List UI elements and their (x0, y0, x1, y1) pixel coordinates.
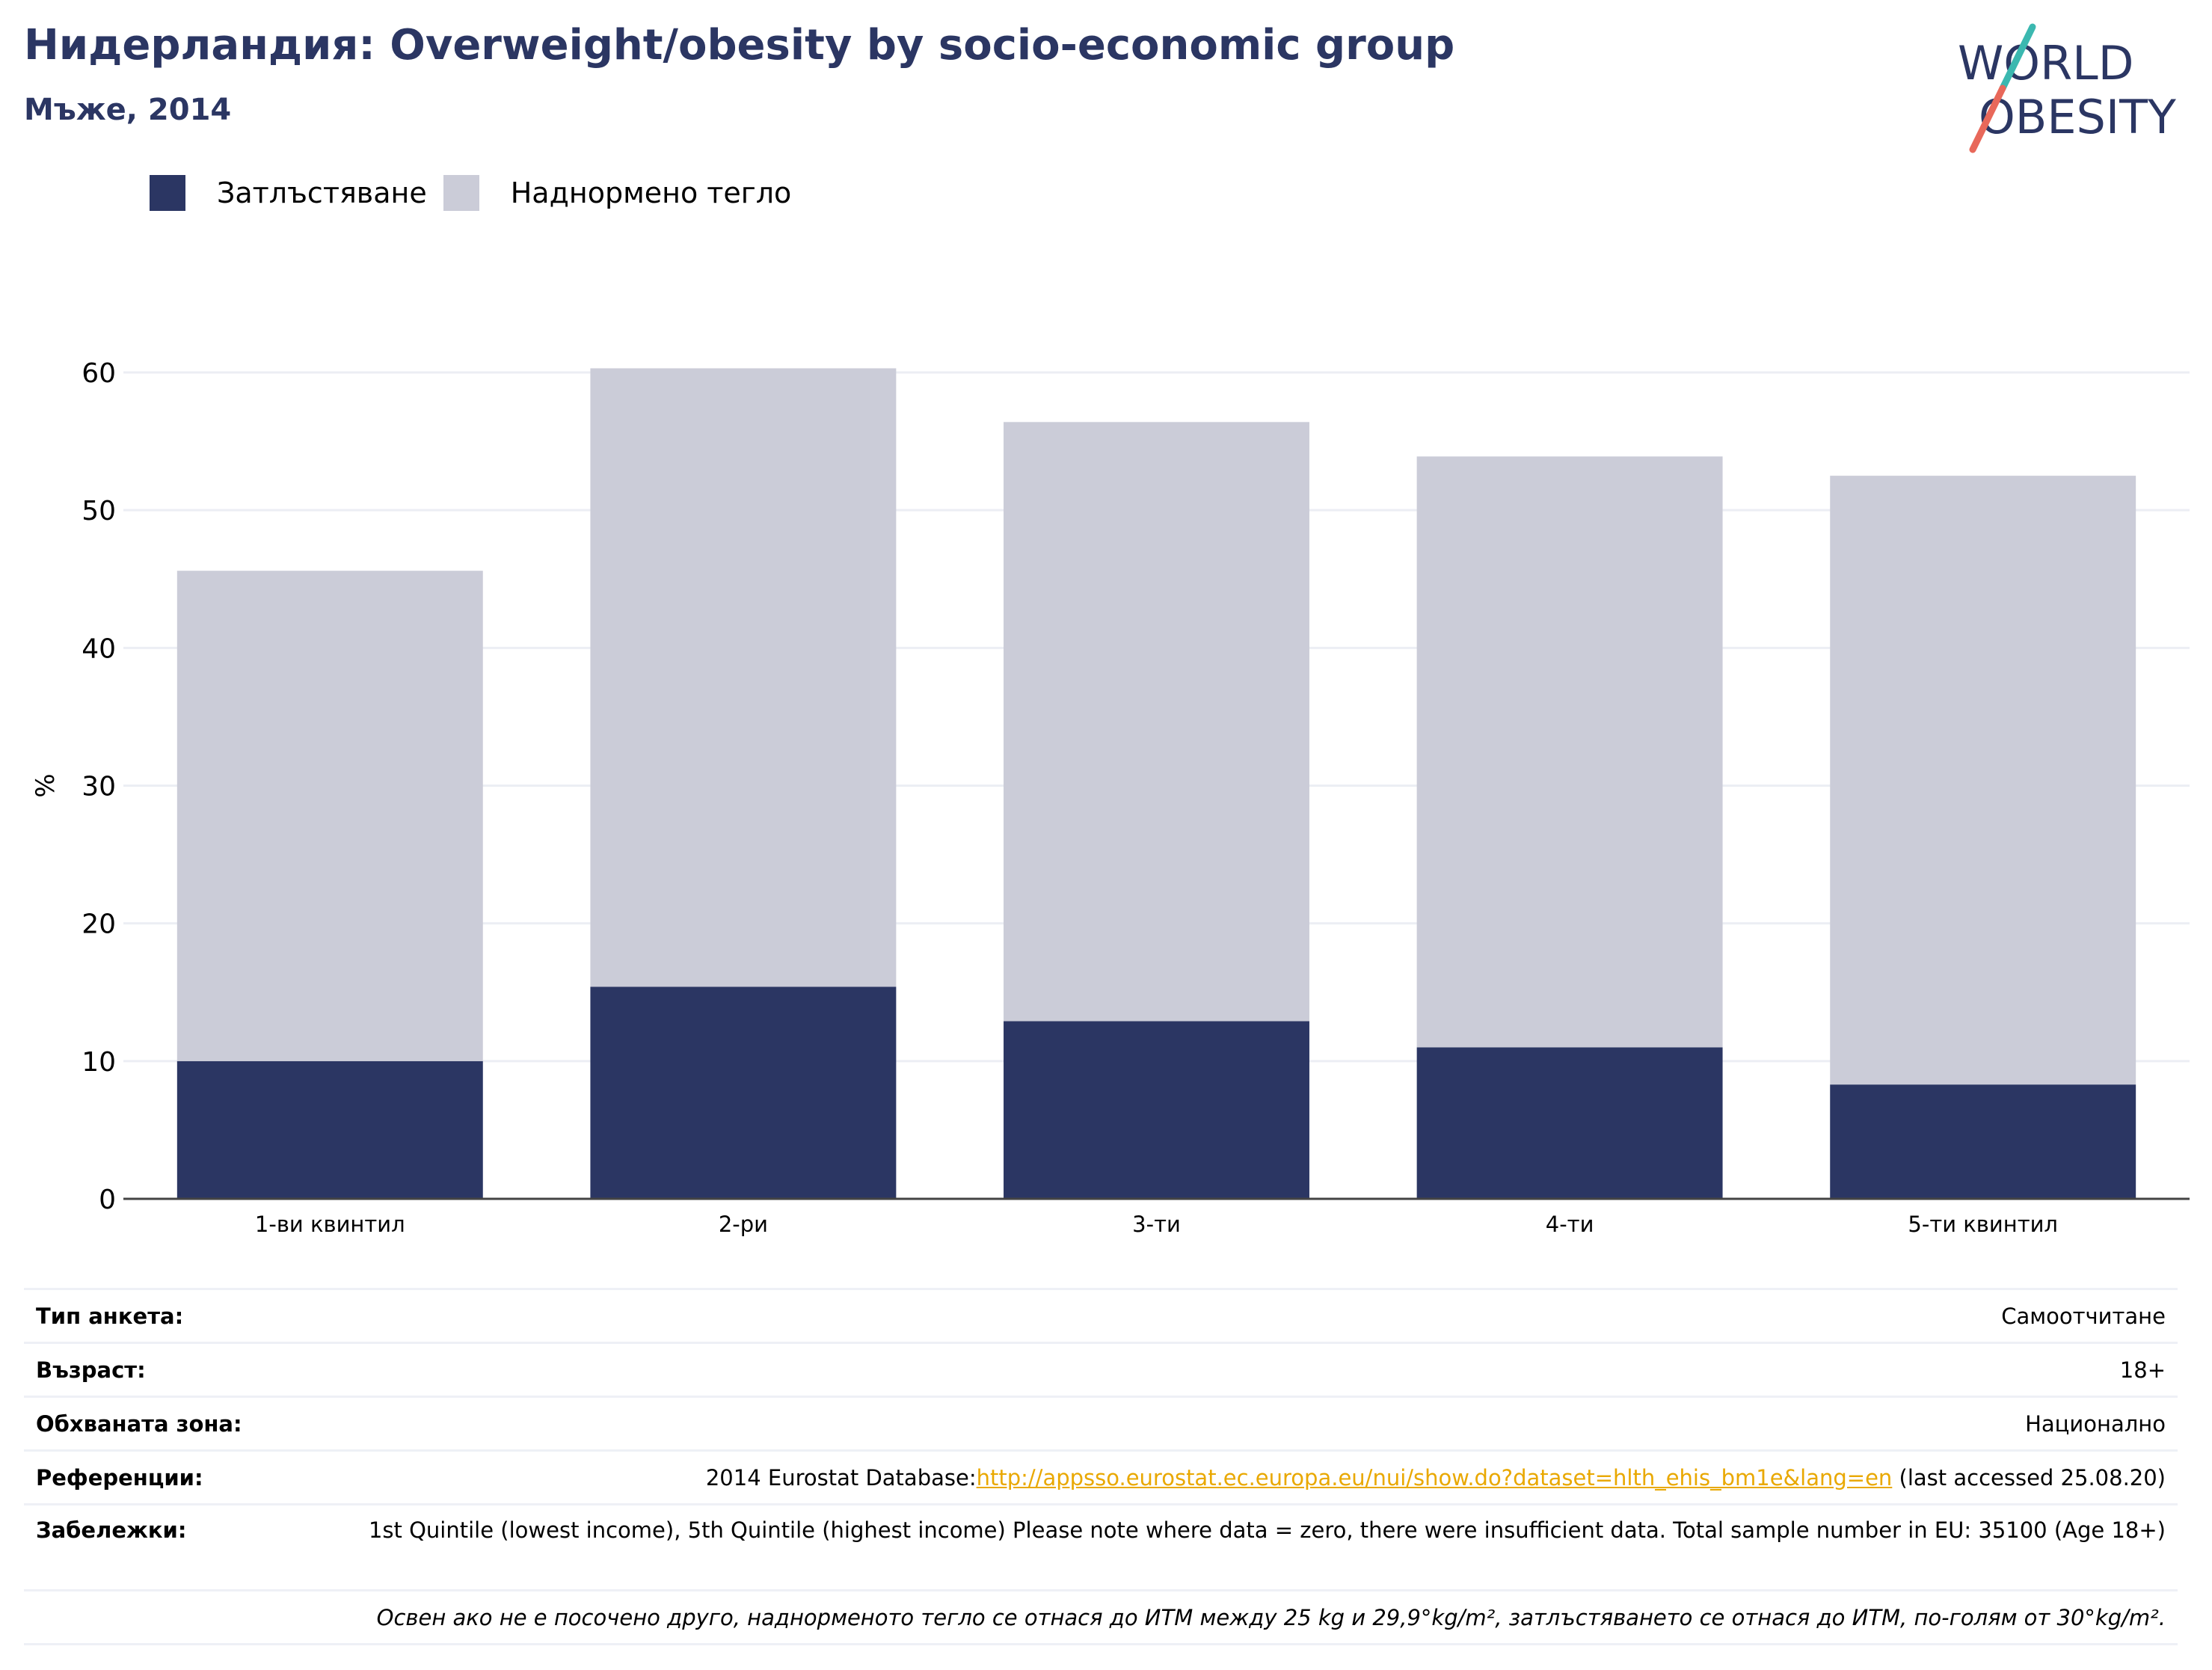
y-tick-label: 50 (82, 496, 116, 527)
y-tick-label: 30 (82, 772, 116, 802)
definition-note: Освен ако не е посочено друго, наднормен… (24, 1589, 2178, 1645)
y-axis-label: % (31, 773, 61, 797)
legend-item-obesity[interactable]: Затлъстяване (150, 175, 427, 211)
info-row-area: Обхваната зона: Национално (24, 1396, 2178, 1451)
x-tick-label: 2-ри (719, 1212, 768, 1237)
bar-overweight[interactable] (1416, 456, 1723, 1048)
age-label: Възраст: (24, 1342, 347, 1397)
references-prefix: 2014 Eurostat Database: (705, 1464, 977, 1491)
bar-obesity[interactable] (1416, 1047, 1723, 1199)
bar-obesity[interactable] (1004, 1021, 1309, 1199)
area-value: Национално (347, 1396, 2178, 1451)
bar-obesity[interactable] (176, 1060, 483, 1199)
bar-obesity[interactable] (590, 986, 897, 1199)
y-tick-label: 10 (82, 1047, 116, 1078)
info-row-age: Възраст: 18+ (24, 1342, 2178, 1397)
survey-type-value: Самоотчитане (347, 1288, 2178, 1343)
x-tick-label: 5-ти квинтил (1908, 1212, 2058, 1237)
notes-label: Забележки: (24, 1503, 347, 1591)
logo-slash-bottom-icon (1969, 85, 2006, 153)
page-title: Нидерландия: Overweight/obesity by socio… (24, 21, 1455, 70)
logo-text-world: WORLD (1958, 36, 2133, 90)
world-obesity-logo: WORLD OBESITY (1958, 23, 2176, 153)
logo-slash-top-icon (1999, 23, 2036, 92)
y-tick-label: 40 (82, 633, 116, 664)
notes-value: 1st Quintile (lowest income), 5th Quinti… (347, 1503, 2178, 1591)
age-value: 18+ (347, 1342, 2178, 1397)
references-link[interactable]: http://appsso.eurostat.ec.europa.eu/nui/… (976, 1464, 1893, 1491)
x-tick-label: 1-ви квинтил (255, 1212, 405, 1237)
info-row-references: Референции: 2014 Eurostat Database:http:… (24, 1449, 2178, 1505)
chart-legend: Затлъстяване Наднормено тегло (150, 172, 808, 214)
bars (176, 368, 2136, 1199)
references-suffix: (last accessed 25.08.20) (1892, 1464, 2166, 1491)
stacked-bar-chart: 0 10 20 30 40 50 60% 1-ви квинтил 2-ри 3-ти 4-ти 5-… (31, 358, 2190, 1237)
axes: 0 10 20 30 40 50 60% 1-ви квинтил 2-ри 3-ти 4-ти 5-… (31, 358, 2190, 1237)
x-tick-label: 4-ти (1546, 1212, 1594, 1237)
references-label: Референции: (24, 1449, 347, 1505)
x-tick-label: 3-ти (1132, 1212, 1181, 1237)
legend-swatch-obesity (150, 175, 185, 211)
page-subtitle: Мъже, 2014 (24, 93, 232, 127)
bar-overweight[interactable] (176, 571, 483, 1061)
bar-overweight[interactable] (590, 368, 897, 987)
y-tick-label: 0 (99, 1185, 116, 1215)
survey-info-table: Тип анкета: Самоотчитане Възраст: 18+ Об… (24, 1288, 2178, 1645)
info-row-notes: Забележки: 1st Quintile (lowest income),… (24, 1503, 2178, 1591)
info-row-definition: Освен ако не е посочено друго, наднормен… (24, 1589, 2178, 1645)
references-value: 2014 Eurostat Database:http://appsso.eur… (347, 1449, 2178, 1505)
bar-obesity[interactable] (1830, 1084, 2136, 1199)
area-label: Обхваната зона: (24, 1396, 347, 1451)
logo-text-obesity: OBESITY (1979, 90, 2176, 144)
bar-overweight[interactable] (1830, 476, 2136, 1085)
legend-label-obesity: Затлъстяване (217, 176, 427, 209)
info-row-survey-type: Тип анкета: Самоотчитане (24, 1288, 2178, 1343)
y-tick-label: 60 (82, 358, 116, 389)
legend-item-overweight[interactable]: Наднормено тегло (443, 175, 792, 211)
survey-type-label: Тип анкета: (24, 1288, 347, 1343)
y-tick-label: 20 (82, 909, 116, 940)
legend-swatch-overweight (443, 175, 479, 211)
bar-overweight[interactable] (1004, 422, 1309, 1022)
legend-label-overweight: Наднормено тегло (510, 176, 792, 209)
